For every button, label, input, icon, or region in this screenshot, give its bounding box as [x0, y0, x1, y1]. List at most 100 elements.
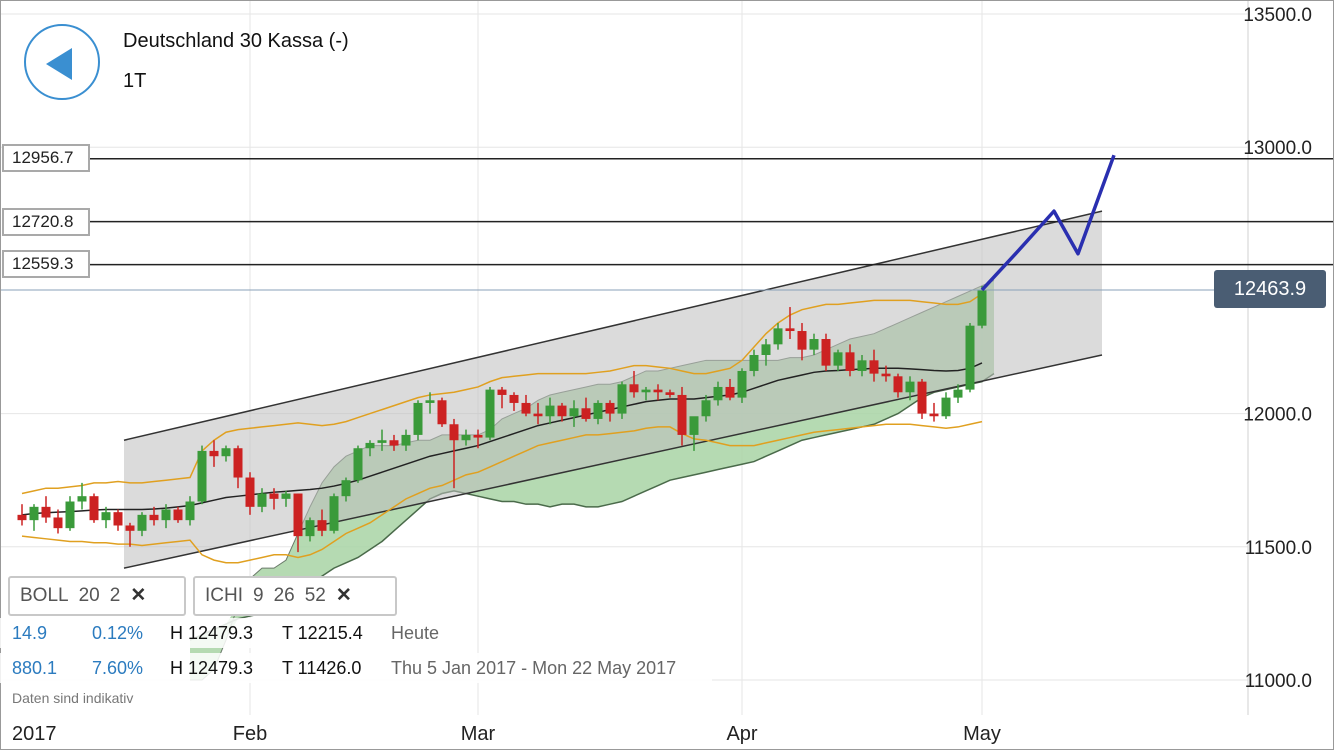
- indicator-param: 2: [109, 585, 121, 606]
- candle-body: [485, 389, 495, 438]
- candle-body: [761, 344, 771, 355]
- candle-body: [653, 389, 663, 393]
- level-label-12559[interactable]: 12559.3: [2, 250, 90, 278]
- indicator-param: 9: [253, 585, 264, 606]
- candle-body: [257, 493, 267, 507]
- indicator-param: 52: [304, 585, 326, 606]
- candle-body: [737, 370, 747, 398]
- candle-body: [497, 389, 507, 395]
- close-icon[interactable]: ✕: [130, 585, 147, 606]
- candle-body: [353, 448, 363, 481]
- candle-body: [101, 512, 111, 521]
- candle-body: [461, 434, 471, 441]
- projection-line: [980, 154, 1116, 292]
- candle-body: [581, 408, 591, 419]
- indicator-name: ICHI: [205, 585, 243, 606]
- candle-body: [701, 400, 711, 417]
- candle-body: [677, 394, 687, 435]
- candle-body: [773, 328, 783, 345]
- candle-body: [437, 400, 447, 425]
- projection-path: [980, 154, 1116, 292]
- candle-body: [401, 434, 411, 446]
- change-points: 14.9: [12, 623, 48, 643]
- candle-body: [893, 376, 903, 393]
- candle-body: [65, 501, 75, 529]
- candle-body: [977, 289, 987, 326]
- timeframe-label: 1T: [123, 70, 147, 92]
- candle-body: [29, 506, 39, 521]
- candle-body: [389, 440, 399, 446]
- candle-body: [785, 328, 795, 332]
- candle-body: [209, 450, 219, 457]
- candle-body: [149, 514, 159, 521]
- candle-body: [173, 509, 183, 521]
- channel-fill: [124, 211, 1102, 569]
- high-value: H 12479.3: [170, 658, 254, 678]
- candle-body: [905, 381, 915, 393]
- level-label-12720[interactable]: 12720.8: [2, 208, 90, 236]
- candle-body: [53, 517, 63, 529]
- indicator-name: BOLL: [20, 585, 69, 606]
- candle-body: [269, 493, 279, 499]
- indicator-chip-boll[interactable]: BOLL 20 2 ✕: [8, 576, 186, 616]
- indicator-chip-ichi[interactable]: ICHI 9 26 52 ✕: [193, 576, 397, 616]
- high-value: H 12479.3: [170, 623, 254, 643]
- candle-body: [233, 448, 243, 478]
- candle-body: [605, 402, 615, 414]
- candle-body: [365, 442, 375, 449]
- candle-body: [929, 413, 939, 417]
- candle-body: [869, 360, 879, 374]
- candle-body: [305, 520, 315, 537]
- y-tick-label: 12000.0: [1243, 405, 1312, 426]
- period-label: Heute: [391, 623, 440, 643]
- y-axis: 13500.0 13000.0 12000.0 11500.0 11000.0: [1243, 5, 1312, 692]
- horizontal-levels: [0, 157, 1334, 291]
- candle-body: [593, 402, 603, 419]
- bollinger-bands: [21, 293, 983, 564]
- y-tick-label: 13000.0: [1243, 138, 1312, 159]
- candle-body: [113, 512, 123, 526]
- boll-upper-line: [21, 293, 983, 495]
- change-percent: 7.60%: [92, 658, 144, 678]
- candle-body: [629, 384, 639, 393]
- back-button[interactable]: [24, 24, 100, 100]
- candle-body: [89, 496, 99, 521]
- candles: [17, 285, 987, 553]
- candle-body: [473, 434, 483, 438]
- candle-body: [221, 448, 231, 457]
- candle-body: [965, 325, 975, 390]
- candle-body: [725, 386, 735, 398]
- candle-body: [329, 496, 339, 531]
- stats-row-today: 14.9 0.12% H 12479.3 T 12215.4 Heute: [0, 618, 448, 648]
- indicator-param: 20: [78, 585, 100, 606]
- channel-lower-line: [123, 354, 1103, 569]
- candle-body: [293, 493, 303, 537]
- candle-body: [377, 440, 387, 443]
- low-value: T 12215.4: [282, 623, 363, 643]
- candle-body: [881, 373, 891, 377]
- candle-body: [185, 501, 195, 521]
- candle-body: [317, 520, 327, 531]
- candle-body: [41, 506, 51, 518]
- close-icon[interactable]: ✕: [335, 585, 352, 606]
- candle-body: [413, 402, 423, 435]
- candle-body: [245, 477, 255, 507]
- regression-channel: [123, 210, 1103, 569]
- candle-body: [77, 496, 87, 502]
- level-label-12956[interactable]: 12956.7: [2, 144, 90, 172]
- candle-body: [545, 405, 555, 417]
- x-tick-label: Mar: [461, 723, 496, 745]
- candle-body: [137, 514, 147, 531]
- candle-body: [125, 525, 135, 531]
- y-tick-label: 11500.0: [1245, 538, 1312, 559]
- x-tick-label: 2017: [12, 723, 57, 745]
- candle-body: [821, 339, 831, 366]
- period-label: Thu 5 Jan 2017 - Mon 22 May 2017: [391, 658, 677, 678]
- candle-body: [617, 384, 627, 414]
- x-tick-label: Apr: [726, 723, 757, 745]
- stats-row-period: 880.1 7.60% H 12479.3 T 11426.0 Thu 5 Ja…: [0, 653, 712, 683]
- instrument-title: Deutschland 30 Kassa (-): [123, 30, 349, 52]
- candle-body: [833, 352, 843, 366]
- indicator-param: 26: [273, 585, 295, 606]
- candle-body: [809, 339, 819, 350]
